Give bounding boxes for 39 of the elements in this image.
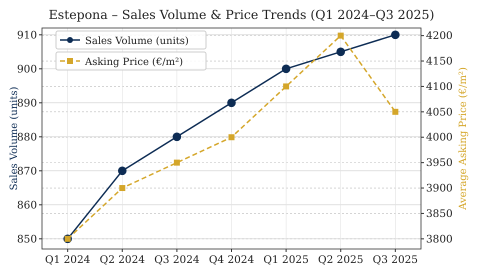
x-tick-label: Q3 2025 — [372, 254, 418, 266]
point — [119, 185, 126, 192]
point — [118, 166, 127, 176]
legend-label: Sales Volume (units) — [85, 36, 189, 47]
point — [228, 134, 234, 140]
y2-tick-label: 4200 — [426, 30, 453, 42]
point — [172, 132, 182, 142]
x-tick-label: Q4 2024 — [208, 254, 254, 266]
point — [336, 48, 346, 56]
x-tick-label: Q1 2025 — [263, 254, 309, 266]
point — [338, 32, 344, 39]
x-tick-label: Q2 2025 — [318, 254, 364, 266]
y2-tick-label: 4150 — [426, 56, 453, 68]
legend-label: Asking Price (€/m²) — [84, 57, 184, 68]
y-tick-label: 900 — [16, 63, 37, 76]
y-tick-label: 860 — [16, 199, 37, 212]
y-tick-label: 880 — [16, 131, 37, 144]
x-tick-label: Q2 2024 — [100, 254, 146, 266]
y2-tick-label: 4000 — [426, 132, 453, 144]
y-tick-label: 890 — [16, 97, 37, 110]
point — [282, 64, 290, 74]
point — [283, 83, 290, 90]
y-tick-label: 850 — [16, 233, 37, 246]
point — [174, 160, 180, 166]
x-tick-label: Q1 2024 — [44, 254, 91, 266]
point — [392, 108, 398, 115]
point — [227, 98, 236, 108]
y2-tick-label: 3850 — [426, 208, 453, 220]
y2-tick-label: 3900 — [426, 182, 453, 195]
chart-title: Estepona – Sales Volume & Price Trends (Q1 2024–Q3 2025) — [48, 7, 434, 22]
point — [391, 30, 400, 40]
y-tick-label: 870 — [16, 165, 37, 178]
y2-tick-label: 3800 — [426, 233, 453, 246]
y2-axis-title: Average Asking Price (€/m²) — [458, 67, 469, 211]
y2-tick-label: 3950 — [426, 157, 453, 170]
x-tick-label: Q3 2024 — [154, 254, 200, 266]
y2-tick-label: 4050 — [426, 106, 453, 118]
y-tick-label: 910 — [16, 29, 37, 42]
y2-tick-label: 4100 — [426, 80, 453, 93]
